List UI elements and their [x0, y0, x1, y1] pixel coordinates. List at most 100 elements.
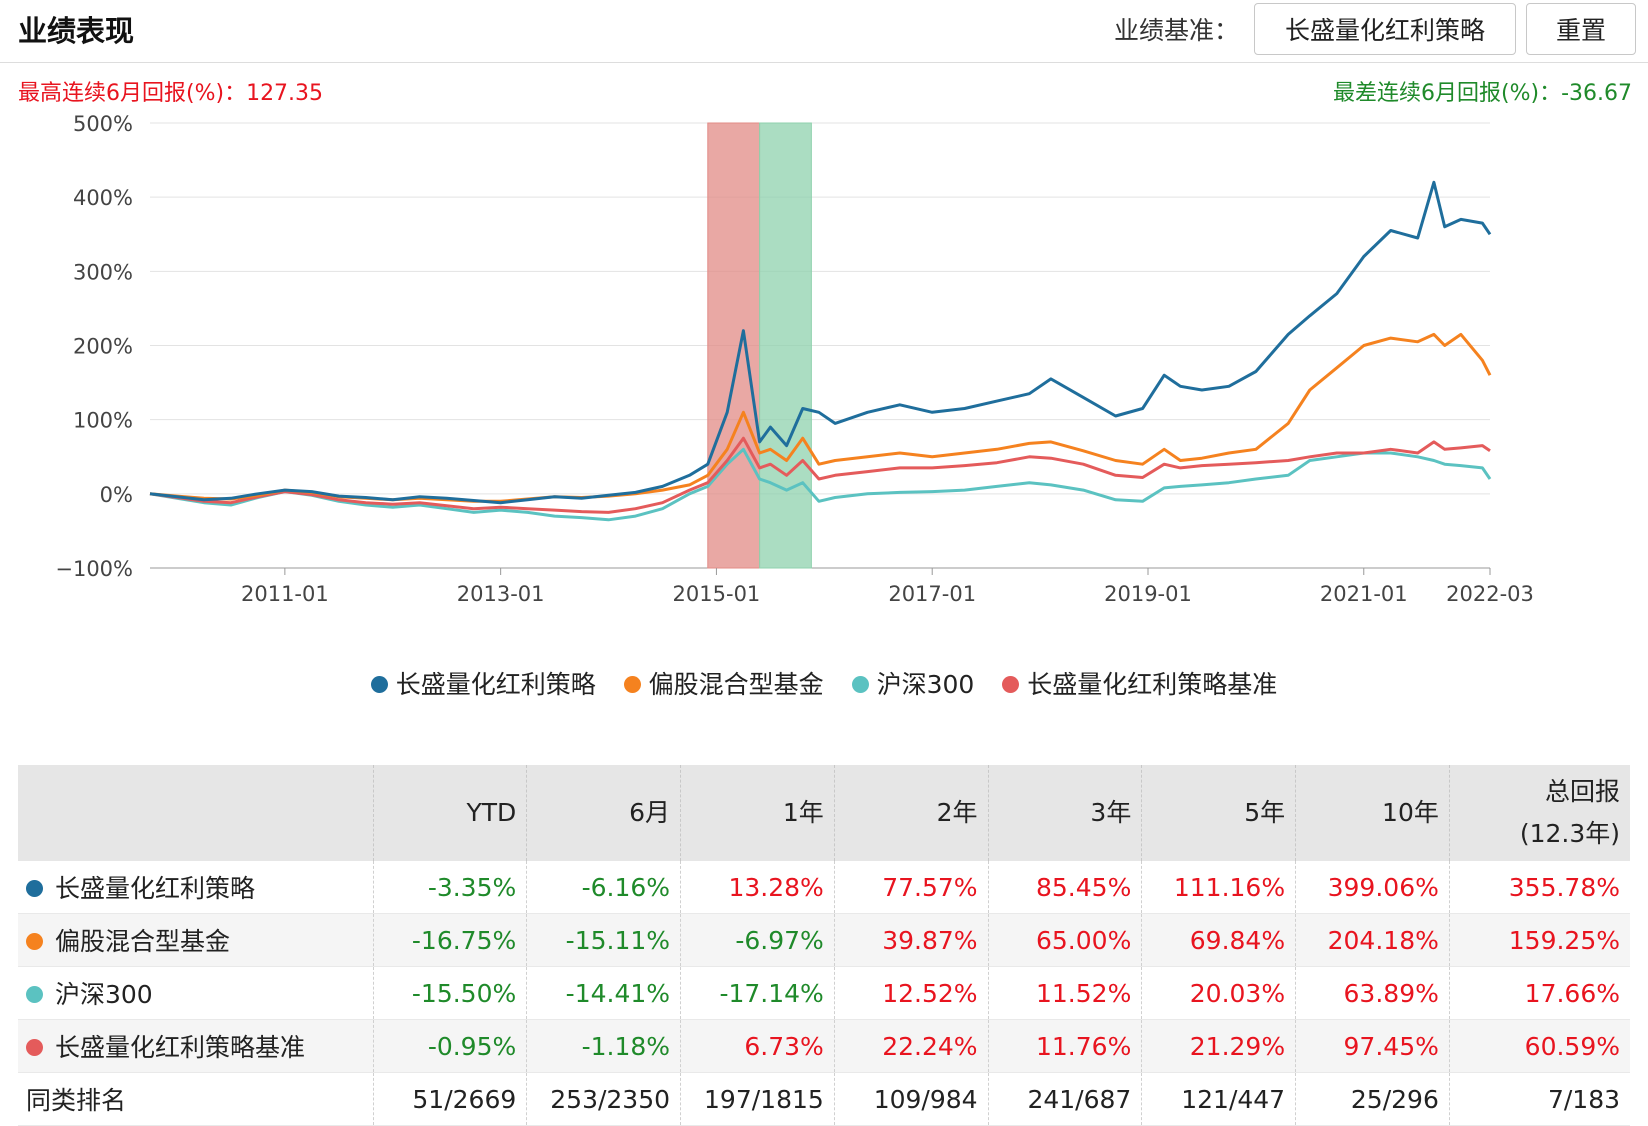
- y-tick-label: 300%: [73, 260, 133, 284]
- x-tick-label: 2017-01: [888, 582, 976, 606]
- rank-cell: 121/447: [1141, 1072, 1296, 1126]
- series-line-benchmark: [149, 436, 1491, 514]
- return-cell: -6.97%: [680, 913, 835, 967]
- return-cell: 21.29%: [1141, 1019, 1296, 1073]
- benchmark-select[interactable]: 长盛量化红利策略: [1254, 3, 1516, 55]
- best-6m-band: [707, 122, 761, 569]
- legend-item-fund[interactable]: 长盛量化红利策略: [370, 665, 596, 701]
- x-tick-label: 2015-01: [673, 582, 761, 606]
- legend-item-category[interactable]: 偏股混合型基金: [623, 665, 824, 701]
- table-row: 长盛量化红利策略 -3.35% -6.16% 13.28% 77.57% 85.45% 11…: [18, 861, 1630, 914]
- return-cell: 355.78%: [1448, 861, 1630, 914]
- header-10y: 10年: [1295, 765, 1450, 861]
- row-name-cell: 沪深300: [18, 966, 373, 1020]
- header-6m: 6月: [526, 765, 681, 861]
- row-name-cell: 长盛量化红利策略基准: [18, 1019, 373, 1073]
- return-cell: -0.95%: [372, 1019, 527, 1073]
- rank-cell: 253/2350: [526, 1072, 681, 1126]
- return-cell: 63.89%: [1295, 966, 1450, 1020]
- return-cell: 11.52%: [987, 966, 1142, 1020]
- return-cell: 159.25%: [1448, 913, 1630, 967]
- return-cell: 65.00%: [987, 913, 1142, 967]
- return-cell: 6.73%: [680, 1019, 835, 1073]
- return-cell: 204.18%: [1295, 913, 1450, 967]
- x-tick-label: 2013-01: [457, 582, 545, 606]
- legend-label: 偏股混合型基金: [648, 670, 824, 699]
- worst-6m-return: 最差连续6月回报(%)：-36.67: [1333, 81, 1632, 106]
- row-name: 偏股混合型基金: [55, 927, 231, 956]
- rank-cell: 109/984: [833, 1072, 989, 1126]
- row-name: 沪深300: [55, 980, 153, 1009]
- header: 业绩表现 业绩基准： 长盛量化红利策略 重置: [0, 0, 1648, 63]
- table-header-row: YTD 6月 1年 2年 3年 5年 10年 总回报 (12.3年): [18, 765, 1630, 861]
- header-3y: 3年: [987, 765, 1142, 861]
- legend-dot: [623, 675, 641, 693]
- return-cell: 22.24%: [833, 1019, 989, 1073]
- return-cell: 85.45%: [987, 861, 1142, 914]
- rank-cell: 197/1815: [680, 1072, 835, 1126]
- header-2y: 2年: [833, 765, 989, 861]
- performance-chart[interactable]: 500% 400% 300% 200% 100% 0% −100% 2011-01 2013-0…: [0, 110, 1648, 650]
- table-row: 偏股混合型基金 -16.75% -15.11% -6.97% 39.87% 65.00% 6…: [18, 913, 1630, 967]
- series-line-hs300: [149, 447, 1492, 522]
- rank-row: 同类排名 51/2669 253/2350 197/1815 109/984 241/68…: [18, 1072, 1630, 1126]
- return-cell: 97.45%: [1295, 1019, 1450, 1073]
- legend-item-benchmark[interactable]: 长盛量化红利策略基准: [1002, 665, 1277, 701]
- rank-label: 同类排名: [18, 1072, 373, 1126]
- x-tick-label: 2019-01: [1104, 582, 1192, 606]
- header-ytd: YTD: [372, 765, 527, 861]
- return-cell: 111.16%: [1141, 861, 1296, 914]
- benchmark-label: 业绩基准：: [1114, 16, 1240, 45]
- return-cell: -1.18%: [526, 1019, 681, 1073]
- row-name: 长盛量化红利策略: [55, 874, 256, 903]
- return-cell: 39.87%: [833, 913, 989, 967]
- row-color-dot: [26, 985, 43, 1003]
- best-6m-return: 最高连续6月回报(%)：127.35: [18, 81, 324, 106]
- chart-legend: 长盛量化红利策略 偏股混合型基金 沪深300 长盛量化红利策略基准: [0, 665, 1648, 701]
- return-cell: 20.03%: [1141, 966, 1296, 1020]
- return-cell: 60.59%: [1448, 1019, 1630, 1073]
- page-title: 业绩表现: [18, 14, 135, 48]
- header-name: [18, 765, 373, 861]
- table-row: 沪深300 -15.50% -14.41% -17.14% 12.52% 11.52% 20…: [18, 966, 1630, 1020]
- return-cell: -3.35%: [372, 861, 527, 914]
- header-1y: 1年: [680, 765, 835, 861]
- legend-label: 沪深300: [876, 670, 975, 699]
- legend-item-hs300[interactable]: 沪深300: [851, 665, 975, 701]
- return-cell: 11.76%: [987, 1019, 1142, 1073]
- legend-label: 长盛量化红利策略基准: [1027, 670, 1278, 699]
- row-color-dot: [26, 1038, 43, 1056]
- returns-table: YTD 6月 1年 2年 3年 5年 10年 总回报 (12.3年) 长盛量化红利…: [18, 765, 1630, 1126]
- series-line-fund: [149, 180, 1492, 505]
- y-tick-label: 500%: [73, 112, 133, 136]
- row-name: 长盛量化红利策略基准: [55, 1033, 306, 1062]
- row-color-dot: [26, 879, 43, 897]
- table-row: 长盛量化红利策略基准 -0.95% -1.18% 6.73% 22.24% 11.76% 2…: [18, 1019, 1630, 1073]
- y-tick-label: −100%: [55, 557, 133, 581]
- header-total-line1: 总回报: [1544, 777, 1620, 806]
- return-cell: 17.66%: [1448, 966, 1630, 1020]
- return-cell: 12.52%: [833, 966, 989, 1020]
- y-tick-label: 200%: [73, 335, 133, 359]
- return-cell: -17.14%: [680, 966, 835, 1020]
- return-cell: -15.11%: [526, 913, 681, 967]
- y-tick-label: 400%: [73, 186, 133, 210]
- header-total-line2: (12.3年): [1519, 819, 1620, 848]
- x-tick-label: 2021-01: [1320, 582, 1408, 606]
- y-tick-label: 0%: [100, 483, 133, 507]
- row-color-dot: [26, 932, 43, 950]
- header-5y: 5年: [1141, 765, 1296, 861]
- return-cell: -15.50%: [372, 966, 527, 1020]
- x-tick-label: 2022-03: [1446, 582, 1534, 606]
- y-tick-label: 100%: [73, 409, 133, 433]
- legend-label: 长盛量化红利策略: [395, 670, 596, 699]
- return-cell: -16.75%: [372, 913, 527, 967]
- legend-dot: [370, 675, 388, 693]
- legend-dot: [1002, 675, 1020, 693]
- return-cell: 13.28%: [680, 861, 835, 914]
- return-cell: -14.41%: [526, 966, 681, 1020]
- header-total: 总回报 (12.3年): [1448, 765, 1630, 861]
- reset-button[interactable]: 重置: [1526, 3, 1636, 55]
- rank-cell: 241/687: [987, 1072, 1142, 1126]
- x-tick-label: 2011-01: [241, 582, 329, 606]
